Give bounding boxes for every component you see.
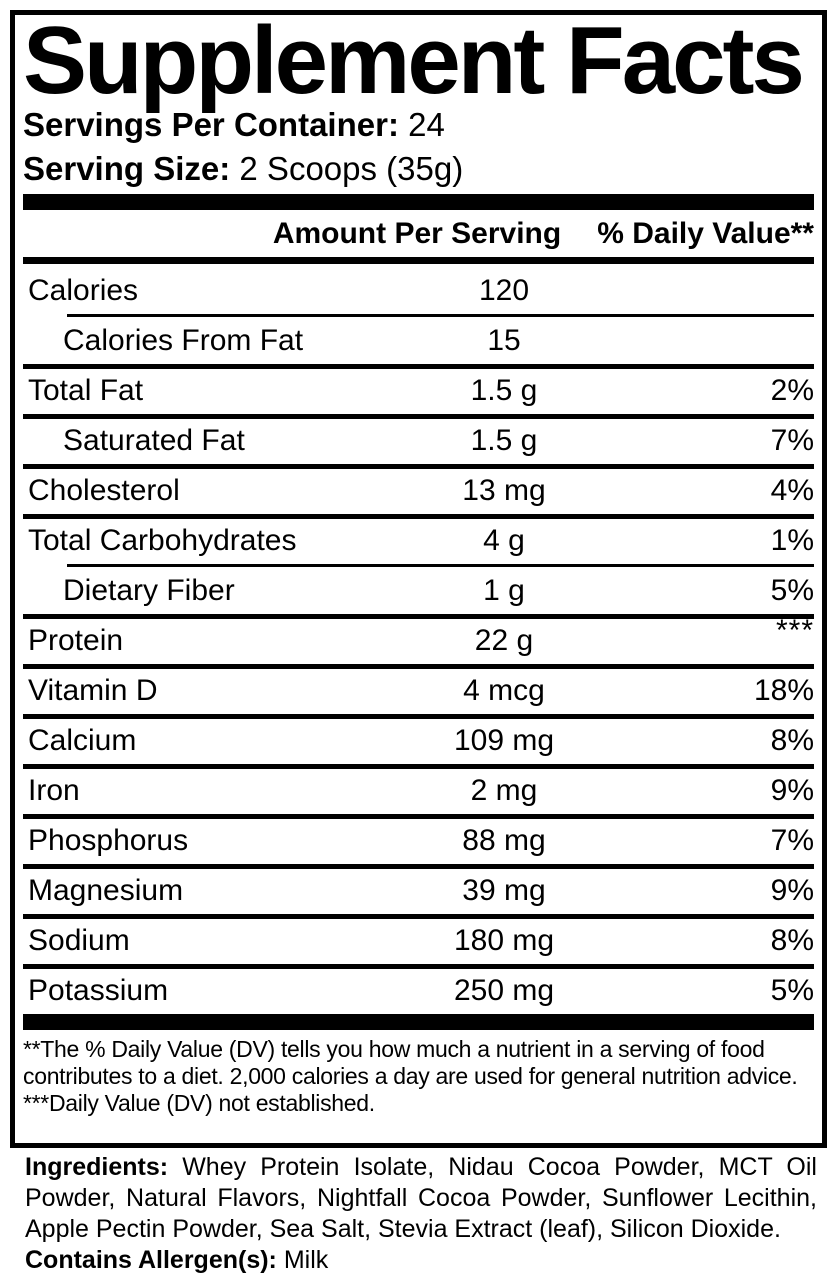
ingredients-list: Whey Protein Isolate, Nidau Cocoa Powder… [25,1153,817,1243]
nutrient-dv: 9% [770,874,814,907]
nutrient-dv: 8% [770,724,814,757]
servings-per-container-value: 24 [408,106,445,143]
nutrient-name: Potassium [28,974,169,1007]
table-row: Protein 22 g *** [23,614,814,664]
nutrient-amount: 250 mg [453,974,555,1007]
nutrient-name: Calcium [28,724,137,757]
thick-divider-top [23,194,814,210]
nutrient-amount: 13 mg [462,474,546,507]
nutrient-dv: 2% [770,374,814,407]
nutrient-amount: 109 mg [453,724,555,757]
table-row: Total Carbohydrates 4 g 1% [23,514,814,564]
nutrient-dv [644,287,814,291]
nutrient-amount: 39 mg [462,874,546,907]
table-row: Magnesium 39 mg 9% [23,864,814,914]
table-row: Phosphorus 88 mg 7% [23,814,814,864]
nutrient-amount: 2 mg [470,774,538,807]
nutrient-amount: 22 g [474,624,534,657]
nutrient-dv: 4% [770,474,814,507]
ingredients-label: Ingredients: [25,1153,169,1181]
not-established-footnote: ***Daily Value (DV) not established. [23,1090,375,1116]
nutrient-amount: 1.5 g [470,374,538,407]
nutrient-name: Sodium [28,924,130,957]
daily-value-footnote: **The % Daily Value (DV) tells you how m… [23,1036,798,1089]
nutrient-amount: 120 [478,274,530,307]
nutrient-amount: 1 g [483,574,525,607]
not-established-marker: *** [775,614,814,647]
servings-per-container-label: Servings Per Container: [23,106,399,143]
nutrient-name: Iron [28,774,80,807]
nutrient-dv: 7% [770,424,814,457]
thick-divider-bottom [23,1014,814,1030]
table-row: Calcium 109 mg 8% [23,714,814,764]
panel-title: Supplement Facts [23,7,805,114]
nutrient-amount: 15 [487,324,521,357]
nutrient-name: Protein [28,624,124,657]
nutrient-dv: 18% [753,674,814,707]
amount-per-serving-header: Amount Per Serving [272,217,562,250]
nutrient-name: Cholesterol [28,474,180,507]
ingredients-paragraph: Ingredients: Whey Protein Isolate, Nidau… [25,1152,817,1245]
nutrient-amount: 180 mg [453,924,555,957]
nutrient-dv: 5% [770,974,814,1007]
nutrient-name: Total Fat [28,374,144,407]
nutrient-name: Phosphorus [28,824,189,857]
serving-size: Serving Size: 2 Scoops (35g) [23,147,814,191]
table-row: Sodium 180 mg 8% [23,914,814,964]
nutrient-dv: 7% [770,824,814,857]
nutrient-dv: 9% [770,774,814,807]
footnotes: **The % Daily Value (DV) tells you how m… [23,1030,814,1117]
nutrient-name: Dietary Fiber [63,574,235,607]
nutrient-name: Total Carbohydrates [28,524,297,557]
table-row: Vitamin D 4 mcg 18% [23,664,814,714]
nutrient-amount: 4 g [483,524,525,557]
nutrient-name: Calories [28,274,139,307]
allergens-paragraph: Contains Allergen(s): Milk [25,1245,817,1276]
allergens-label: Contains Allergen(s): [25,1246,277,1274]
daily-value-header: % Daily Value** [597,217,814,250]
nutrient-table: Calories 120 Calories From Fat 15 Total … [23,257,814,1014]
supplement-facts-panel: Supplement Facts Servings Per Container:… [10,10,827,1148]
table-header: Amount Per Serving % Daily Value** [23,210,814,257]
table-row: Calories 120 [23,264,814,314]
table-row: Iron 2 mg 9% [23,764,814,814]
nutrient-amount: 88 mg [462,824,546,857]
nutrient-amount: 4 mcg [463,674,545,707]
nutrient-dv: *** [644,614,814,658]
nutrient-amount: 1.5 g [470,424,538,457]
table-row: Calories From Fat 15 [23,314,814,364]
servings-per-container: Servings Per Container: 24 [23,103,814,147]
table-row: Saturated Fat 1.5 g 7% [23,414,814,464]
serving-size-value: 2 Scoops (35g) [239,150,464,187]
nutrient-dv: 8% [770,924,814,957]
nutrient-name: Calories From Fat [63,324,304,357]
table-row: Dietary Fiber 1 g 5% [23,564,814,614]
table-row: Potassium 250 mg 5% [23,964,814,1014]
nutrient-name: Magnesium [28,874,184,907]
table-row: Total Fat 1.5 g 2% [23,364,814,414]
allergens-value: Milk [276,1246,329,1274]
nutrient-name: Saturated Fat [63,424,245,457]
nutrient-dv [644,337,814,341]
ingredients-section: Ingredients: Whey Protein Isolate, Nidau… [25,1152,817,1276]
table-row: Cholesterol 13 mg 4% [23,464,814,514]
nutrient-dv: 5% [770,574,814,607]
serving-size-label: Serving Size: [23,150,231,187]
nutrient-name: Vitamin D [28,674,158,707]
nutrient-dv: 1% [770,524,814,557]
